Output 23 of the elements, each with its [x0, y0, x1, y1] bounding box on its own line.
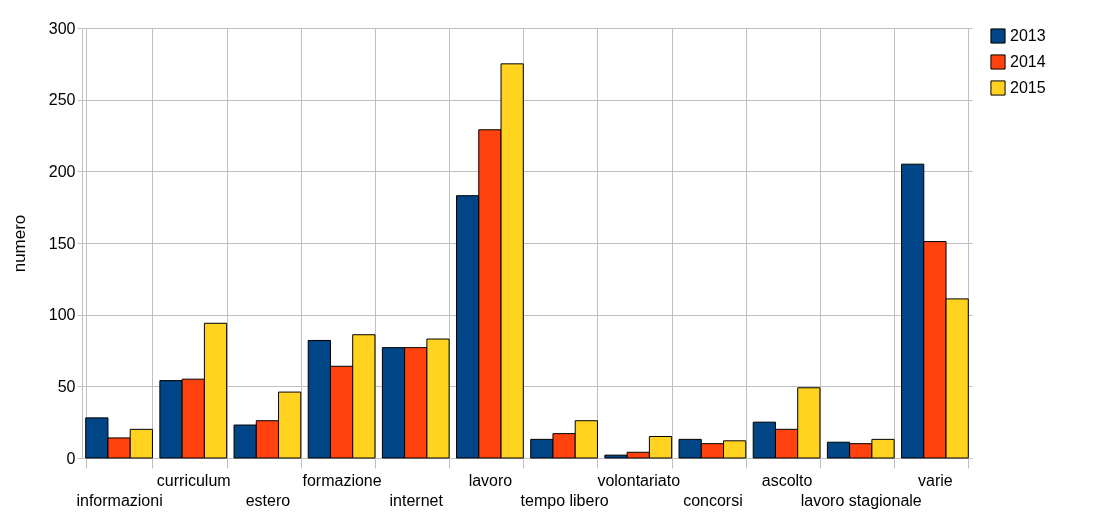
x-tick-label: lavoro	[468, 471, 513, 489]
x-tick-label: tempo libero	[520, 491, 609, 509]
y-tick-label: 0	[66, 449, 76, 467]
legend-label: 2015	[1010, 79, 1046, 96]
legend-label: 2013	[1010, 27, 1046, 44]
x-tick-label: estero	[245, 491, 291, 509]
x-tick-label: curriculum	[156, 471, 231, 489]
x-tick-label: varie	[918, 471, 953, 489]
x-tick-label: formazione	[302, 471, 382, 489]
x-tick-label: concorsi	[683, 491, 743, 509]
x-tick-label: lavoro stagionale	[800, 491, 922, 509]
y-tick-label: 150	[48, 234, 76, 252]
x-tick-label: informazioni	[76, 491, 163, 509]
y-tick-label: 100	[48, 306, 76, 324]
x-tick-label: volontariato	[597, 471, 681, 489]
x-tick-label: ascolto	[761, 471, 813, 489]
y-axis-title: numero	[9, 214, 29, 273]
y-tick-label: 200	[48, 162, 76, 180]
y-tick-label: 250	[48, 91, 76, 109]
x-tick-label: internet	[389, 491, 444, 509]
y-tick-label: 50	[57, 377, 76, 395]
legend-label: 2014	[1010, 53, 1046, 70]
y-tick-label: 300	[48, 19, 76, 37]
